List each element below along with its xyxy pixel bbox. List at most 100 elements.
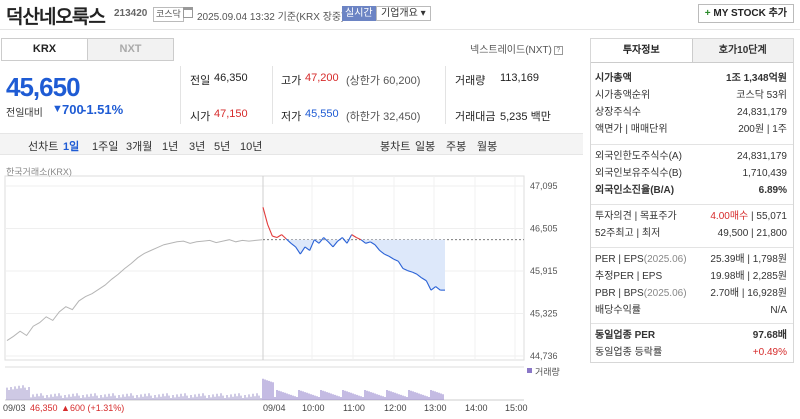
- x-tick-label: 15:00: [505, 403, 528, 413]
- est-per-label: 추정PER | EPS: [595, 271, 663, 282]
- period-bar: 선차트 1일 1주일 3개월 1년 3년 5년 10년 봉차트 일봉 주봉 월봉: [0, 133, 583, 155]
- invest-panel-tabs: 투자정보 호가10단계: [591, 39, 793, 63]
- period-1d[interactable]: 1일: [63, 141, 80, 153]
- calendar-icon: [183, 7, 193, 18]
- market-cap-row: 시가총액 1조 1,348억원: [595, 72, 787, 86]
- market-cap-rank-label: 시가총액순위: [595, 90, 651, 101]
- today-line-segment: [304, 246, 311, 251]
- week52-label: 52주최고 | 최저: [595, 228, 661, 239]
- plot-frame: [4, 175, 525, 361]
- sector-change-value: +0.49%: [752, 347, 787, 358]
- today-line-segment: [323, 237, 329, 243]
- per-value: 25.39배 | 1,798원: [710, 254, 787, 265]
- face-value-label: 액면가 | 매매단위: [595, 124, 668, 135]
- today-line-segment: [346, 234, 353, 244]
- listed-shares-label: 상장주식수: [595, 107, 641, 118]
- datetime: 2025.09.04 13:32 기준(KRX 장중): [197, 12, 345, 23]
- today-line-segment: [412, 271, 418, 275]
- today-line-segment: [309, 239, 315, 251]
- period-5y[interactable]: 5년: [214, 141, 231, 153]
- today-line-segment: [327, 241, 334, 248]
- trade-value: 5,235 백만: [500, 111, 551, 123]
- opinion-value: 4.00매수 | 55,071: [710, 211, 787, 222]
- divider: [591, 144, 793, 145]
- opinion-row: 투자의견 | 목표주가 4.00매수 | 55,071: [595, 210, 787, 224]
- foreign-ratio-row: 외국인소진율(B/A) 6.89%: [595, 184, 787, 198]
- today-line-segment: [393, 258, 399, 262]
- price-chart[interactable]: 47,095 46,505 45,915 45,325 44,736 거래량 09/04 10…: [0, 160, 583, 419]
- today-line-segment: [318, 237, 325, 244]
- high-value: 47,200: [305, 72, 339, 84]
- company-info-dropdown[interactable]: 기업개요 ▾: [376, 6, 431, 21]
- today-line-segment: [402, 268, 408, 272]
- down-arrow-icon: ▼: [52, 103, 63, 115]
- realtime-badge: 실시간: [342, 6, 376, 21]
- x-tick-label: 12:00: [384, 403, 407, 413]
- change-rate: -1.51%: [82, 102, 124, 117]
- per-row: PER | EPS(2025.06) 25.39배 | 1,798원: [595, 253, 787, 267]
- today-line-segment: [281, 234, 287, 240]
- y-tick-label: 47,095: [530, 181, 558, 191]
- exchange-tabs: KRX NXT: [1, 38, 174, 61]
- foreign-hold-row: 외국인보유주식수(B) 1,710,439: [595, 167, 787, 181]
- x-tick-label: 14:00: [465, 403, 488, 413]
- today-line-segment: [397, 261, 404, 269]
- pbr-value: 2.70배 | 16,928원: [710, 288, 787, 299]
- sector-per-value: 97.68배: [752, 330, 787, 341]
- sector-change-row: 동일업종 등락률 +0.49%: [595, 346, 787, 360]
- period-10y[interactable]: 10년: [240, 141, 263, 153]
- volume-legend-label: 거래량: [535, 366, 560, 377]
- today-line-segment: [435, 286, 441, 291]
- period-3y[interactable]: 3년: [189, 141, 206, 153]
- market-cap-rank-value: 코스닥 53위: [736, 90, 787, 101]
- nextrade-link[interactable]: 넥스트레이드(NXT)?: [470, 41, 563, 56]
- low-value: 45,550: [305, 108, 339, 120]
- company-name: 덕산네오룩스: [6, 7, 106, 28]
- stock-header: 덕산네오룩스 213420 코스닥 2025.09.04 13:32 기준(KR…: [0, 0, 800, 30]
- today-line-segment: [384, 253, 390, 257]
- today-line-segment: [425, 280, 432, 291]
- est-per-value: 19.98배 | 2,285원: [710, 271, 787, 282]
- sector-per-label: 동일업종 PER: [595, 330, 656, 341]
- lower-limit: (하한가 32,450): [346, 111, 421, 123]
- plus-icon: +: [704, 8, 711, 19]
- today-line-segment: [267, 224, 273, 237]
- candle-chart-label[interactable]: 봉차트: [380, 141, 411, 153]
- period-1w[interactable]: 1주일: [92, 141, 119, 153]
- candle-weekly[interactable]: 주봉: [446, 141, 467, 153]
- divider: [591, 323, 793, 324]
- x-tick-label: 09/04: [263, 403, 286, 413]
- candle-daily[interactable]: 일봉: [415, 141, 436, 153]
- prev-change-arrow: ▲: [61, 403, 70, 413]
- period-3m[interactable]: 3개월: [126, 141, 153, 153]
- low-label: 저가: [281, 111, 302, 123]
- period-1y[interactable]: 1년: [162, 141, 179, 153]
- foreign-limit-value: 24,831,179: [736, 151, 787, 162]
- chart-source-label: 한국거래소(KRX): [6, 167, 72, 177]
- x-tick-label: 11:00: [343, 403, 365, 413]
- open-value: 47,150: [214, 108, 248, 120]
- divider: [272, 66, 273, 124]
- today-line-segment: [295, 246, 301, 255]
- tab-krx[interactable]: KRX: [2, 39, 87, 60]
- today-line-segment: [370, 241, 376, 246]
- today-line-segment: [272, 235, 278, 239]
- today-line-segment: [285, 238, 292, 244]
- tab-nxt[interactable]: NXT: [87, 39, 173, 60]
- prev-session-label: 09/03: [3, 403, 26, 413]
- y-tick-label: 45,915: [530, 266, 558, 276]
- today-line-segment: [351, 234, 357, 238]
- chevron-down-icon: ▾: [420, 8, 426, 19]
- y-tick-label: 45,325: [530, 309, 558, 319]
- tab-invest-info[interactable]: 투자정보: [591, 39, 692, 62]
- today-line-segment: [332, 240, 339, 248]
- divider: [445, 66, 446, 124]
- candle-monthly[interactable]: 월봉: [477, 141, 498, 153]
- upper-limit: (상한가 60,200): [346, 75, 421, 87]
- my-stock-add-button[interactable]: + MY STOCK 추가: [697, 4, 794, 23]
- volume-legend-swatch: [527, 368, 532, 373]
- foreign-ratio-label: 외국인소진율(B/A): [595, 185, 675, 196]
- line-chart-label[interactable]: 선차트: [28, 141, 59, 153]
- help-icon[interactable]: ?: [553, 45, 563, 55]
- tab-orderbook-10[interactable]: 호가10단계: [691, 39, 793, 62]
